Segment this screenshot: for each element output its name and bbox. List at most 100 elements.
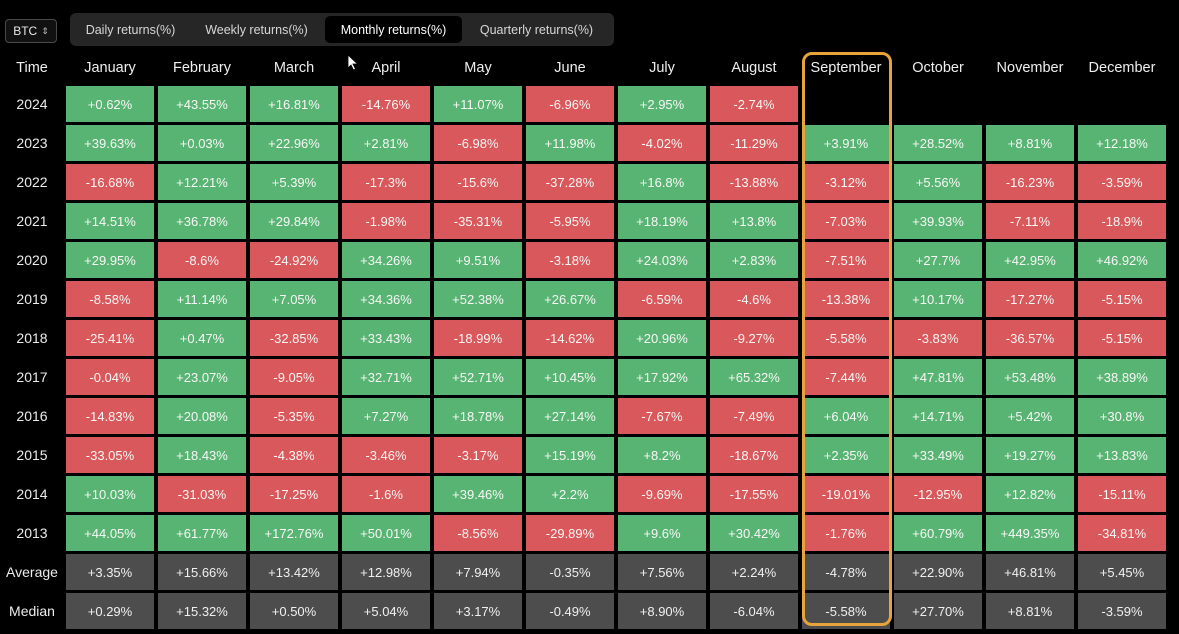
return-cell-january: -14.83% [66, 398, 154, 434]
tab-monthly-returns[interactable]: Monthly returns(%) [325, 16, 462, 43]
return-cell-september: -19.01% [802, 476, 890, 512]
year-label: 2024 [16, 96, 48, 112]
return-cell-march: -32.85% [250, 320, 338, 356]
return-cell-august: -2.74% [710, 86, 798, 122]
return-cell-may: -18.99% [434, 320, 522, 356]
table-row: 2017 -0.04% +23.07% -9.05% +32.71% +52.71% +10… [2, 359, 1166, 395]
return-cell-october: +28.52% [894, 125, 982, 161]
return-cell-june: -5.95% [526, 203, 614, 239]
return-cell-december [1078, 86, 1166, 122]
toolbar: BTC ⇕ Daily returns(%) Weekly returns(%)… [0, 0, 1179, 50]
return-cell-january: +0.62% [66, 86, 154, 122]
return-cell-january: +44.05% [66, 515, 154, 551]
return-cell-may: +18.78% [434, 398, 522, 434]
return-cell-january: -8.58% [66, 281, 154, 317]
table-header-row: Time January February March April May June Jul… [2, 53, 1166, 83]
return-cell-june: +26.67% [526, 281, 614, 317]
return-cell-november: +8.81% [986, 125, 1074, 161]
return-cell-july: -7.67% [618, 398, 706, 434]
return-cell-september: -13.38% [802, 281, 890, 317]
return-cell-may: +52.38% [434, 281, 522, 317]
return-cell-september: -7.03% [802, 203, 890, 239]
return-cell-november: -17.27% [986, 281, 1074, 317]
return-cell-may: +9.51% [434, 242, 522, 278]
year-label: 2023 [16, 135, 48, 151]
table-row: 2018 -25.41% +0.47% -32.85% +33.43% -18.99% -1… [2, 320, 1166, 356]
return-cell-march: +16.81% [250, 86, 338, 122]
return-cell-april: +2.81% [342, 125, 430, 161]
return-cell-december: -15.11% [1078, 476, 1166, 512]
year-label: 2019 [16, 291, 48, 307]
return-cell-march: +22.96% [250, 125, 338, 161]
return-cell-august: +30.42% [710, 515, 798, 551]
tab-quarterly-returns[interactable]: Quarterly returns(%) [479, 22, 594, 37]
return-cell-october: +33.49% [894, 437, 982, 473]
return-cell-march: +13.42% [250, 554, 338, 590]
return-cell-august: -17.55% [710, 476, 798, 512]
return-cell-october: -3.83% [894, 320, 982, 356]
return-cell-january: +39.63% [66, 125, 154, 161]
return-cell-august: -13.88% [710, 164, 798, 200]
return-cell-may: +52.71% [434, 359, 522, 395]
return-cell-october: +5.56% [894, 164, 982, 200]
asset-select[interactable]: BTC ⇕ [5, 19, 57, 43]
return-cell-december: +12.18% [1078, 125, 1166, 161]
return-cell-january: +14.51% [66, 203, 154, 239]
return-cell-may: +3.17% [434, 593, 522, 629]
return-cell-june: -0.49% [526, 593, 614, 629]
return-cell-may: +7.94% [434, 554, 522, 590]
return-cell-august: -9.27% [710, 320, 798, 356]
return-cell-december: +46.92% [1078, 242, 1166, 278]
return-cell-september: -1.76% [802, 515, 890, 551]
return-cell-september: -4.78% [802, 554, 890, 590]
return-cell-april: +7.27% [342, 398, 430, 434]
tab-weekly-returns[interactable]: Weekly returns(%) [205, 22, 308, 37]
return-cell-june: +27.14% [526, 398, 614, 434]
return-cell-july: +16.8% [618, 164, 706, 200]
return-cell-july: +24.03% [618, 242, 706, 278]
month-header-october: October [912, 60, 964, 76]
return-cell-may: +39.46% [434, 476, 522, 512]
return-cell-may: -35.31% [434, 203, 522, 239]
return-cell-december: -34.81% [1078, 515, 1166, 551]
return-cell-august: +2.24% [710, 554, 798, 590]
return-cell-february: +20.08% [158, 398, 246, 434]
month-header-july: July [649, 60, 675, 76]
year-label: 2018 [16, 330, 48, 346]
return-cell-november [986, 86, 1074, 122]
return-cell-june: -14.62% [526, 320, 614, 356]
return-cell-february: +18.43% [158, 437, 246, 473]
return-cell-may: -8.56% [434, 515, 522, 551]
returns-period-tabs: Daily returns(%) Weekly returns(%) Month… [70, 13, 614, 46]
return-cell-january: -0.04% [66, 359, 154, 395]
chevron-updown-icon: ⇕ [41, 25, 49, 36]
return-cell-june: -37.28% [526, 164, 614, 200]
return-cell-february: -31.03% [158, 476, 246, 512]
return-cell-february: +36.78% [158, 203, 246, 239]
mouse-pointer-icon [347, 54, 359, 71]
return-cell-september: -5.58% [802, 320, 890, 356]
return-cell-january: +3.35% [66, 554, 154, 590]
return-cell-november: +42.95% [986, 242, 1074, 278]
return-cell-january: -25.41% [66, 320, 154, 356]
table-row: 2016 -14.83% +20.08% -5.35% +7.27% +18.78% +27… [2, 398, 1166, 434]
return-cell-november: -36.57% [986, 320, 1074, 356]
tab-daily-returns[interactable]: Daily returns(%) [85, 22, 176, 37]
return-cell-september: +3.91% [802, 125, 890, 161]
return-cell-october: +27.70% [894, 593, 982, 629]
year-label: 2013 [16, 525, 48, 541]
table-row: 2015 -33.05% +18.43% -4.38% -3.46% -3.17% +15.… [2, 437, 1166, 473]
return-cell-may: -3.17% [434, 437, 522, 473]
return-cell-june: +15.19% [526, 437, 614, 473]
return-cell-january: -33.05% [66, 437, 154, 473]
return-cell-october: -12.95% [894, 476, 982, 512]
return-cell-october: +14.71% [894, 398, 982, 434]
return-cell-april: +50.01% [342, 515, 430, 551]
return-cell-november: +5.42% [986, 398, 1074, 434]
table-row: 2022 -16.68% +12.21% +5.39% -17.3% -15.6% -37.… [2, 164, 1166, 200]
return-cell-march: -5.35% [250, 398, 338, 434]
return-cell-april: -14.76% [342, 86, 430, 122]
return-cell-february: +15.32% [158, 593, 246, 629]
return-cell-september: -3.12% [802, 164, 890, 200]
return-cell-december: -18.9% [1078, 203, 1166, 239]
